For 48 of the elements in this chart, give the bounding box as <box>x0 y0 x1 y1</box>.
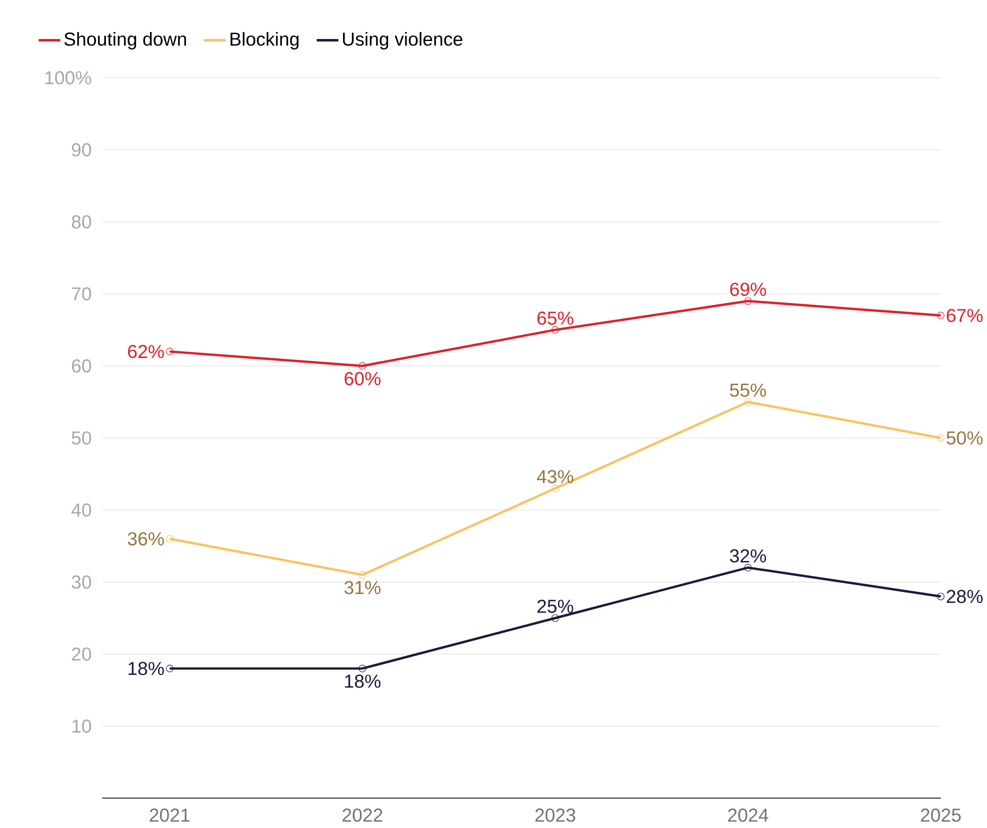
point <box>937 434 944 442</box>
data-label: 28% <box>946 590 983 604</box>
y-tick-label: 90 <box>72 143 92 156</box>
data-label: 36% <box>128 532 164 546</box>
y-tick-label: 70 <box>72 287 92 300</box>
point <box>744 564 752 572</box>
y-tick-label: 60 <box>72 359 92 373</box>
data-label: 69% <box>730 282 766 296</box>
legend-label: Shouting down <box>64 32 186 50</box>
point <box>358 664 366 672</box>
data-label: 60% <box>344 372 380 386</box>
point <box>166 348 174 356</box>
point <box>166 535 174 543</box>
data-label: 32% <box>730 549 766 563</box>
y-tick-label: 50 <box>72 431 92 445</box>
data-label: 18% <box>128 662 164 676</box>
y-tick-label: 40 <box>71 503 92 517</box>
data-label: 25% <box>537 600 574 613</box>
x-tick-label: 2022 <box>342 808 382 822</box>
x-tick-label: 2021 <box>150 808 190 822</box>
x-tick-label: 2023 <box>535 808 576 822</box>
data-label: 43% <box>536 470 574 484</box>
point <box>551 484 559 492</box>
point <box>551 326 559 334</box>
data-label: 62% <box>128 344 164 358</box>
y-tick-label: 80 <box>72 215 92 228</box>
point <box>937 312 944 320</box>
point <box>358 571 366 579</box>
legend-label: Using violence <box>343 32 462 50</box>
y-tick-label: 100% <box>45 71 92 84</box>
point <box>744 398 752 406</box>
x-tick-label: 2025 <box>920 808 961 822</box>
data-label: 67% <box>946 308 983 322</box>
legend-label: Blocking <box>230 32 299 50</box>
data-label: 18% <box>345 674 380 688</box>
point <box>937 592 944 600</box>
data-label: 31% <box>344 580 380 594</box>
point <box>358 362 366 370</box>
data-label: 65% <box>537 312 574 325</box>
data-label: 55% <box>730 384 766 397</box>
x-tick-label: 2024 <box>728 808 768 822</box>
y-tick-label: 10 <box>72 720 92 733</box>
point <box>551 614 559 622</box>
y-tick-label: 20 <box>72 647 92 661</box>
data-label: 50% <box>946 431 983 445</box>
point <box>744 297 752 305</box>
point <box>166 664 174 672</box>
y-tick-label: 30 <box>72 575 92 589</box>
